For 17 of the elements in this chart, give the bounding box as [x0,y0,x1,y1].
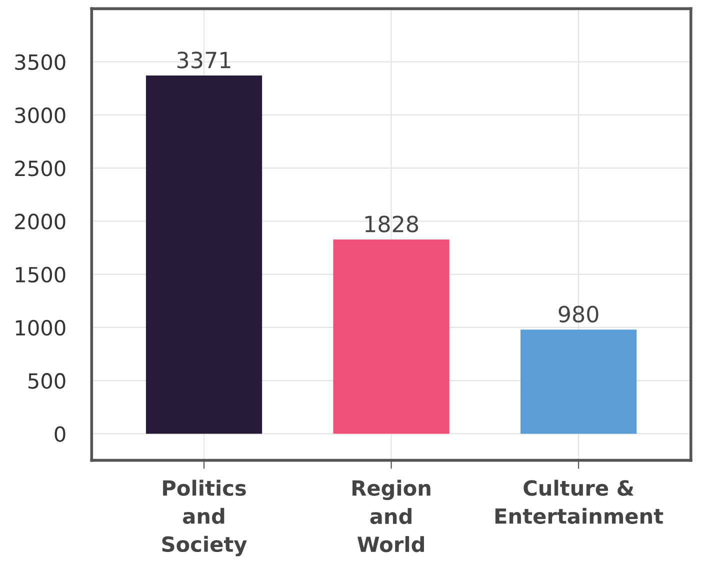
x-tick-label: Culture & Entertainment [495,480,664,524]
y-tick-label: 3000 [15,107,66,124]
data-label: 980 [558,306,598,323]
bar [146,76,262,434]
data-label: 1828 [365,216,418,232]
y-tick-label: 500 [28,373,66,389]
y-tick-label: 0 [54,426,66,442]
bar [520,330,637,434]
y-tick-label: 1000 [16,320,66,336]
x-tick-label: Region and World [352,480,430,552]
bar [333,239,450,434]
y-tick-label: 2500 [15,160,66,176]
data-label: 3371 [177,52,230,68]
x-tick-label: Politics and Society [162,480,247,556]
y-tick-label: 2000 [15,214,66,230]
y-tick-label: 3500 [15,54,66,70]
y-tick-label: 1500 [16,266,66,283]
